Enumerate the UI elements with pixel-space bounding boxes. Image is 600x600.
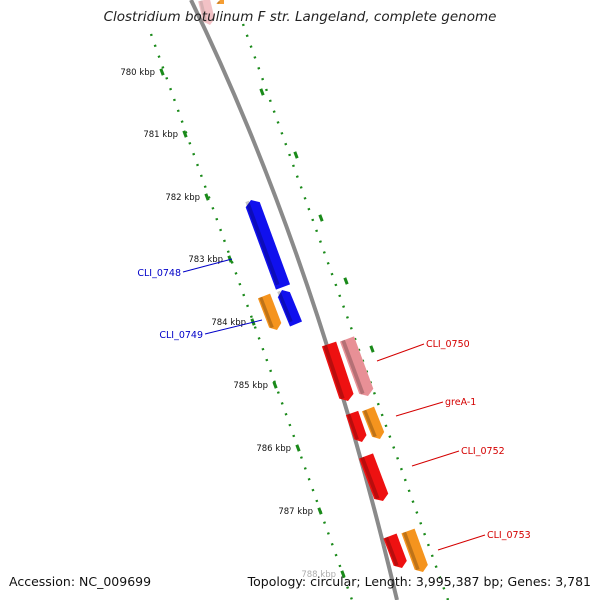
genome-summary-text: Topology: circular; Length: 3,995,387 bp…	[247, 574, 591, 589]
ruler-tick-label: 781 kbp	[143, 130, 178, 140]
ruler-tick	[343, 277, 349, 285]
gene-feature-grea-1[interactable]	[345, 410, 367, 442]
ruler-tick	[340, 570, 346, 578]
ruler-tick	[259, 88, 265, 96]
gene-label-leader	[376, 343, 425, 362]
gene-label-leader	[437, 534, 486, 551]
gene-label-leader	[411, 450, 460, 467]
ruler-tick	[182, 130, 188, 138]
gene-label-cli-0748[interactable]: CLI_0748	[137, 268, 181, 279]
gene-label-leader	[395, 401, 444, 417]
ruler-tick	[293, 151, 299, 159]
ruler-tick	[227, 255, 233, 263]
ruler-tick	[369, 345, 375, 353]
gene-feature-cli-0753[interactable]	[401, 528, 428, 572]
accession-text: Accession: NC_009699	[9, 574, 152, 589]
gene-feature-red[interactable]	[321, 341, 354, 401]
kbp-ruler	[149, 23, 450, 600]
map-title: Clostridium botulinum F str. Langeland, …	[103, 9, 497, 25]
gene-label-cli-0749[interactable]: CLI_0749	[159, 330, 203, 341]
gene-feature-orange[interactable]	[361, 406, 385, 439]
gene-label-cli-0753[interactable]: CLI_0753	[487, 530, 531, 541]
gene-label-cli-0750[interactable]: CLI_0750	[426, 339, 470, 350]
ruler-tick-label: 780 kbp	[120, 68, 155, 78]
ruler-tick-label: 787 kbp	[278, 507, 313, 517]
ruler-tick	[317, 507, 323, 515]
ruler-tick	[272, 381, 278, 389]
gene-features	[198, 0, 428, 572]
gene-feature-cli-0748[interactable]	[245, 200, 291, 290]
ruler-tick-label: 784 kbp	[211, 318, 246, 328]
ruler-tick-label: 785 kbp	[233, 381, 268, 391]
ruler-tick	[159, 68, 165, 76]
gene-label-cli-0752[interactable]: CLI_0752	[461, 446, 505, 457]
ruler-tick	[295, 444, 301, 452]
gene-feature-cli-0750[interactable]	[339, 336, 374, 396]
gene-feature-faded[interactable]	[216, 0, 224, 5]
ruler-tick-label: 782 kbp	[165, 193, 200, 203]
gene-feature-cli-0752[interactable]	[358, 453, 389, 501]
ruler-tick-label: 786 kbp	[256, 444, 291, 454]
ruler-tick-label: 788 kbp	[301, 570, 336, 580]
gene-feature-cli-0749[interactable]	[277, 290, 303, 327]
gene-label-leader	[204, 319, 263, 335]
ruler-tick-label: 783 kbp	[188, 255, 223, 265]
ruler-ticks: 780 kbp 781 kbp 782 kbp 783 kbp 784 kbp 785 k…	[120, 68, 375, 580]
ruler-tick	[204, 193, 210, 201]
gene-labels: CLI_0748 CLI_0749 CLI_0750 greA-1 CLI_0752 CL…	[137, 258, 531, 551]
gene-feature-faded[interactable]	[198, 0, 215, 25]
gene-feature-orange[interactable]	[257, 293, 282, 330]
gene-label-leader	[182, 258, 233, 273]
genome-backbone	[189, 0, 399, 600]
ruler-track	[149, 33, 354, 600]
gene-feature-red[interactable]	[383, 533, 407, 568]
ruler-tick	[318, 214, 324, 222]
gene-label-grea-1[interactable]: greA-1	[445, 397, 476, 408]
